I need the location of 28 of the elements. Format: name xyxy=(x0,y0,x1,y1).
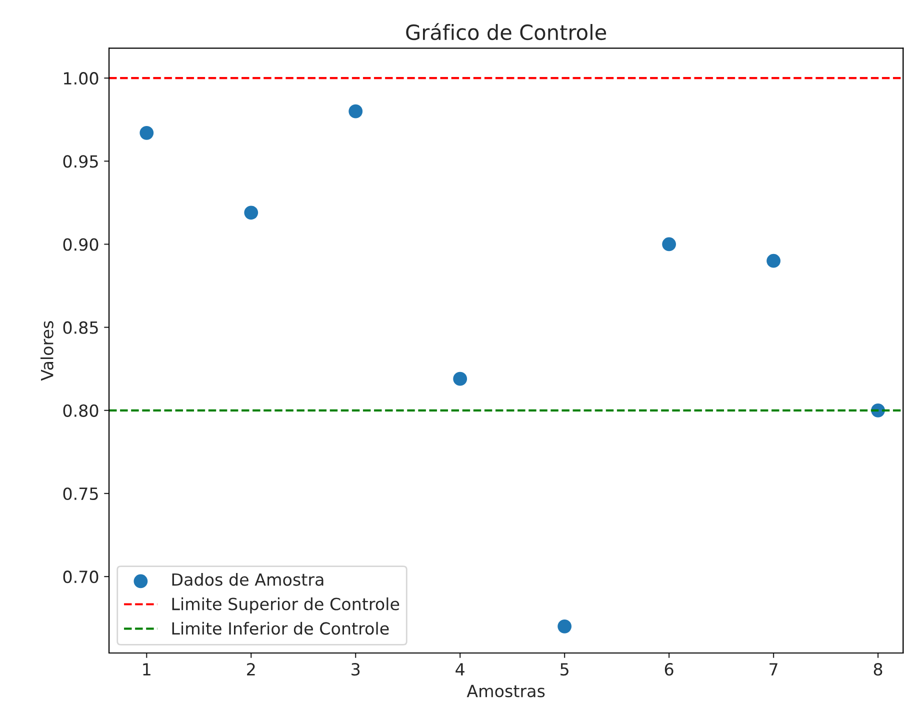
point xyxy=(558,619,572,634)
chart-title: Gráfico de Controle xyxy=(406,23,606,40)
point xyxy=(453,372,468,386)
y-tick-label: 0.95 xyxy=(63,155,98,168)
point xyxy=(140,126,154,140)
x-tick-label: 5 xyxy=(560,663,568,676)
x-tick-label: 3 xyxy=(352,663,360,676)
x-axis-title: Amostras xyxy=(466,684,545,698)
y-tick-label: 0.80 xyxy=(63,404,98,417)
x-tick-label: 8 xyxy=(874,663,882,676)
point xyxy=(662,237,676,252)
legend-label: Limite Inferior de Controle xyxy=(172,622,389,635)
x-tick-label: 6 xyxy=(664,663,674,676)
x-tick-label: 7 xyxy=(770,663,778,676)
y-tick-label: 0.90 xyxy=(63,238,98,251)
legend-label: Dados de Amostra xyxy=(172,572,324,586)
y-tick-label: 1.00 xyxy=(64,72,98,85)
x-tick-label: 1 xyxy=(143,663,150,676)
y-tick-label: 0.85 xyxy=(63,321,98,334)
point xyxy=(348,104,363,118)
x-tick-label: 2 xyxy=(247,663,255,676)
point xyxy=(766,254,780,268)
y-tick-label: 0.75 xyxy=(63,487,98,500)
y-tick-label: 0.70 xyxy=(63,570,98,584)
point xyxy=(244,206,258,220)
x-tick-label: 4 xyxy=(456,663,464,676)
y-axis-title: Valores xyxy=(40,321,54,381)
legend-label: Limite Superior de Controle xyxy=(172,597,400,614)
